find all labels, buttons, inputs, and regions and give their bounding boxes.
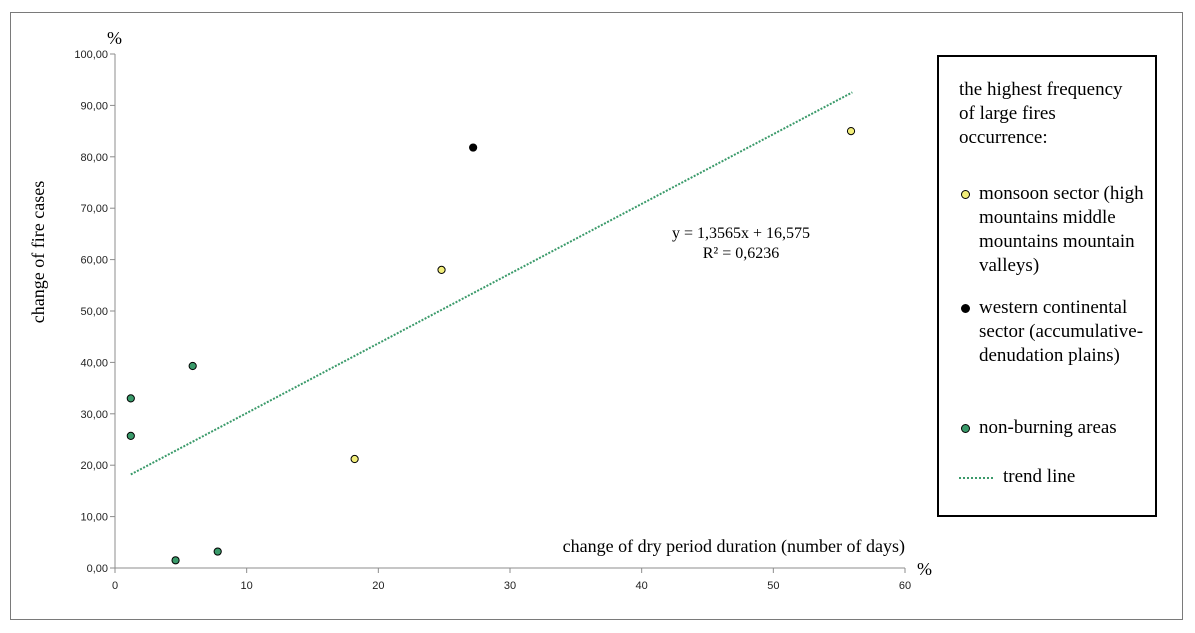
axes [114, 54, 905, 569]
trend-line [130, 91, 853, 476]
x-tick-label: 50 [767, 580, 779, 592]
non-burning-point [188, 361, 197, 371]
legend-title: the highest frequency of large fires occ… [959, 79, 1123, 148]
x-tick-label: 20 [372, 580, 384, 592]
y-axis-title: change of fire cases [28, 181, 48, 323]
y-tick-label: 20,00 [80, 460, 108, 472]
legend-label-trend-line: trend line [1003, 466, 1076, 487]
legend-label-western: western continental sector (accumulative… [979, 297, 1144, 366]
legend-marker-monsoon [961, 190, 970, 199]
x-unit-label: % [917, 559, 932, 579]
y-tick-label: 90,00 [80, 100, 108, 112]
y-tick-label: 30,00 [80, 409, 108, 421]
x-axis-title: change of dry period duration (number of… [563, 536, 905, 557]
x-tick-label: 30 [504, 580, 516, 592]
y-tick-label: 0,00 [87, 563, 108, 575]
legend-label-monsoon: monsoon sector (high mountains middle mo… [979, 183, 1144, 276]
y-tick-label: 10,00 [80, 512, 108, 524]
trend-r-squared: R² = 0,6236 [703, 245, 780, 262]
monsoon-point [350, 454, 359, 464]
y-tick-label: 80,00 [80, 152, 108, 164]
y-tick-label: 50,00 [80, 306, 108, 318]
legend-trend-line-swatch [959, 477, 993, 479]
legend-marker-non-burning [961, 424, 970, 433]
non-burning-point [213, 547, 222, 556]
non-burning-point [126, 394, 135, 403]
non-burning-point [126, 431, 135, 441]
y-tick-label: 100,00 [74, 49, 108, 61]
monsoon-point [437, 265, 446, 274]
y-tick-label: 70,00 [80, 203, 108, 215]
western-point [469, 143, 478, 152]
y-tick-label: 60,00 [80, 255, 108, 267]
non-burning-point [171, 556, 180, 565]
x-tick-label: 0 [112, 580, 118, 592]
legend-marker-western [961, 304, 970, 313]
y-tick-label: 40,00 [80, 357, 108, 369]
monsoon-point [846, 127, 856, 136]
x-tick-label: 60 [899, 580, 911, 592]
trend-equation: y = 1,3565x + 16,575 [672, 225, 810, 242]
x-tick-label: 40 [636, 580, 648, 592]
x-tick-label: 10 [241, 580, 253, 592]
legend: the highest frequency of large fires occ… [937, 55, 1157, 517]
y-unit-label: % [107, 28, 122, 48]
legend-label-non-burning: non-burning areas [979, 417, 1117, 438]
